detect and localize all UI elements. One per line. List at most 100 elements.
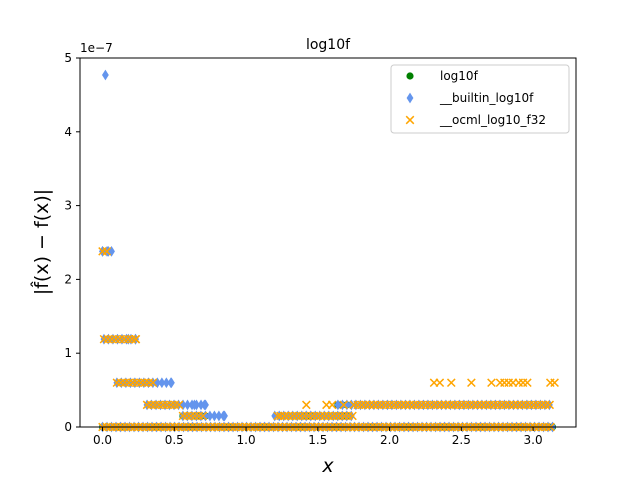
data-point [298, 410, 306, 422]
data-point [348, 411, 357, 421]
data-point [311, 410, 319, 422]
data-point [525, 400, 535, 410]
data-point [136, 378, 146, 388]
data-point [492, 399, 499, 411]
data-point [148, 378, 158, 388]
data-point [168, 377, 175, 389]
data-point [221, 410, 228, 422]
data-point [352, 399, 360, 411]
data-point [393, 400, 403, 410]
series-2-band-6 [349, 400, 555, 410]
data-point [405, 400, 415, 410]
data-point [307, 410, 315, 422]
data-point [384, 399, 391, 411]
data-point [340, 411, 349, 421]
data-point [487, 378, 496, 388]
data-point [301, 400, 311, 410]
data-point [517, 400, 527, 410]
data-point [489, 400, 499, 410]
x-tick-label: 0.0 [93, 433, 112, 447]
data-point [308, 411, 317, 421]
data-point [194, 411, 204, 421]
data-point [103, 334, 113, 344]
data-point [381, 400, 391, 410]
data-point [198, 411, 208, 421]
data-point [417, 400, 427, 410]
legend-label-0: log10f [440, 69, 479, 83]
data-point [166, 400, 176, 410]
data-point [415, 399, 423, 411]
y-scale-label: 1e−7 [80, 41, 113, 55]
legend-marker-2 [405, 115, 415, 125]
data-point [379, 399, 387, 411]
data-point [457, 400, 467, 410]
data-point [150, 400, 160, 410]
data-point [347, 410, 355, 422]
data-point [154, 400, 164, 410]
data-point [107, 334, 117, 344]
data-point [280, 411, 290, 421]
x-tick-label: 2.5 [452, 433, 471, 447]
data-point [190, 399, 198, 411]
data-point [197, 399, 205, 411]
data-point [449, 400, 459, 410]
data-point [433, 400, 443, 410]
data-point [365, 400, 375, 410]
data-point [369, 400, 379, 410]
data-point [296, 411, 305, 421]
data-point [162, 377, 170, 389]
data-point [361, 400, 371, 410]
y-axis: 0 1 2 3 4 5 [64, 51, 80, 434]
data-point [545, 400, 555, 410]
data-point [441, 400, 451, 410]
data-point [193, 410, 200, 422]
data-point [401, 400, 411, 410]
data-point [178, 411, 188, 421]
data-point [541, 400, 551, 410]
data-point [302, 410, 310, 422]
data-point [186, 411, 196, 421]
chart-title: log10f [306, 37, 351, 53]
data-point [158, 400, 168, 410]
legend: log10f __builtin_log10f __ocml_log10_f32 [390, 64, 570, 134]
legend-marker-1 [406, 92, 414, 104]
data-point [320, 411, 329, 421]
data-point [513, 400, 523, 410]
data-point [324, 411, 333, 421]
data-point [124, 378, 134, 388]
y-tick-label: 5 [64, 51, 72, 65]
data-point [456, 399, 463, 411]
data-point [197, 410, 205, 422]
data-point [389, 400, 399, 410]
data-point [300, 411, 309, 421]
data-point [501, 400, 511, 410]
data-point [288, 411, 297, 421]
data-point [509, 400, 519, 410]
data-point [446, 378, 456, 388]
data-point [445, 400, 455, 410]
y-axis-label: |f̂(x) − f(x)| [31, 189, 53, 295]
data-point [339, 399, 346, 411]
data-point [393, 399, 400, 411]
data-point [201, 399, 208, 411]
data-point [275, 410, 283, 422]
data-point [429, 400, 439, 410]
data-point [496, 399, 504, 411]
data-point [461, 400, 471, 410]
legend-marker-0 [406, 72, 414, 80]
data-point [102, 247, 112, 256]
series-2-band-5 [276, 411, 357, 421]
legend-label-2: __ocml_log10_f32 [439, 113, 546, 127]
data-point [344, 411, 353, 421]
x-tick-label: 1.5 [308, 433, 327, 447]
data-point [211, 410, 218, 422]
data-point [521, 400, 531, 410]
data-point [120, 378, 130, 388]
data-point [128, 378, 138, 388]
data-point [348, 399, 355, 411]
data-point [550, 378, 559, 388]
data-point [162, 400, 172, 410]
data-point [327, 400, 337, 410]
data-point [131, 334, 140, 344]
data-point [123, 334, 133, 344]
